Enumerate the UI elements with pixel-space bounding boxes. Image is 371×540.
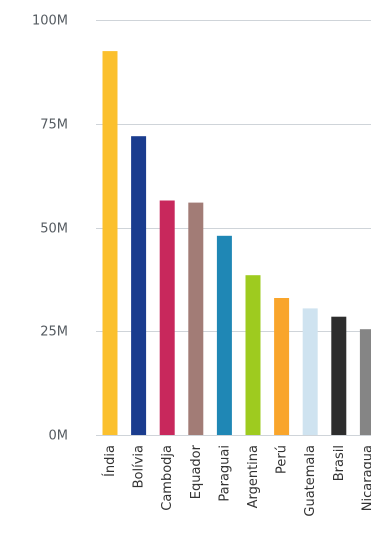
- bar[interactable]: [131, 136, 147, 435]
- x-category-label: Perú: [275, 445, 290, 474]
- x-axis-category-labels: Índia Bolívia Cambodja Equador Paraguai Argen…: [102, 444, 371, 516]
- bar[interactable]: [331, 316, 347, 435]
- x-category-label: Índia: [102, 445, 118, 477]
- bar[interactable]: [274, 298, 290, 435]
- y-tick-label: 50M: [40, 222, 68, 237]
- x-category-label: Paraguai: [217, 445, 232, 502]
- bar[interactable]: [159, 200, 175, 436]
- y-axis-tick-labels: 0M 25M 50M 75M 100M: [32, 14, 68, 444]
- x-category-label: Cambodja: [160, 445, 175, 511]
- x-category-label: Bolívia: [132, 445, 147, 488]
- bar[interactable]: [302, 308, 318, 435]
- x-category-label: Equador: [189, 444, 204, 499]
- x-category-label: Brasil: [332, 445, 347, 481]
- bar[interactable]: [245, 275, 261, 435]
- x-category-label: Argentina: [246, 445, 261, 508]
- y-tick-label: 25M: [40, 325, 68, 340]
- y-tick-label: 0M: [49, 429, 69, 444]
- x-category-label: Nicaragua: [360, 445, 371, 511]
- y-tick-label: 100M: [32, 14, 68, 29]
- bar[interactable]: [216, 235, 232, 435]
- bar[interactable]: [102, 51, 118, 435]
- bar[interactable]: [359, 329, 371, 435]
- y-tick-label: 75M: [40, 118, 68, 133]
- bar[interactable]: [188, 202, 204, 435]
- bars: [102, 51, 371, 436]
- x-category-label: Guatemala: [303, 445, 318, 517]
